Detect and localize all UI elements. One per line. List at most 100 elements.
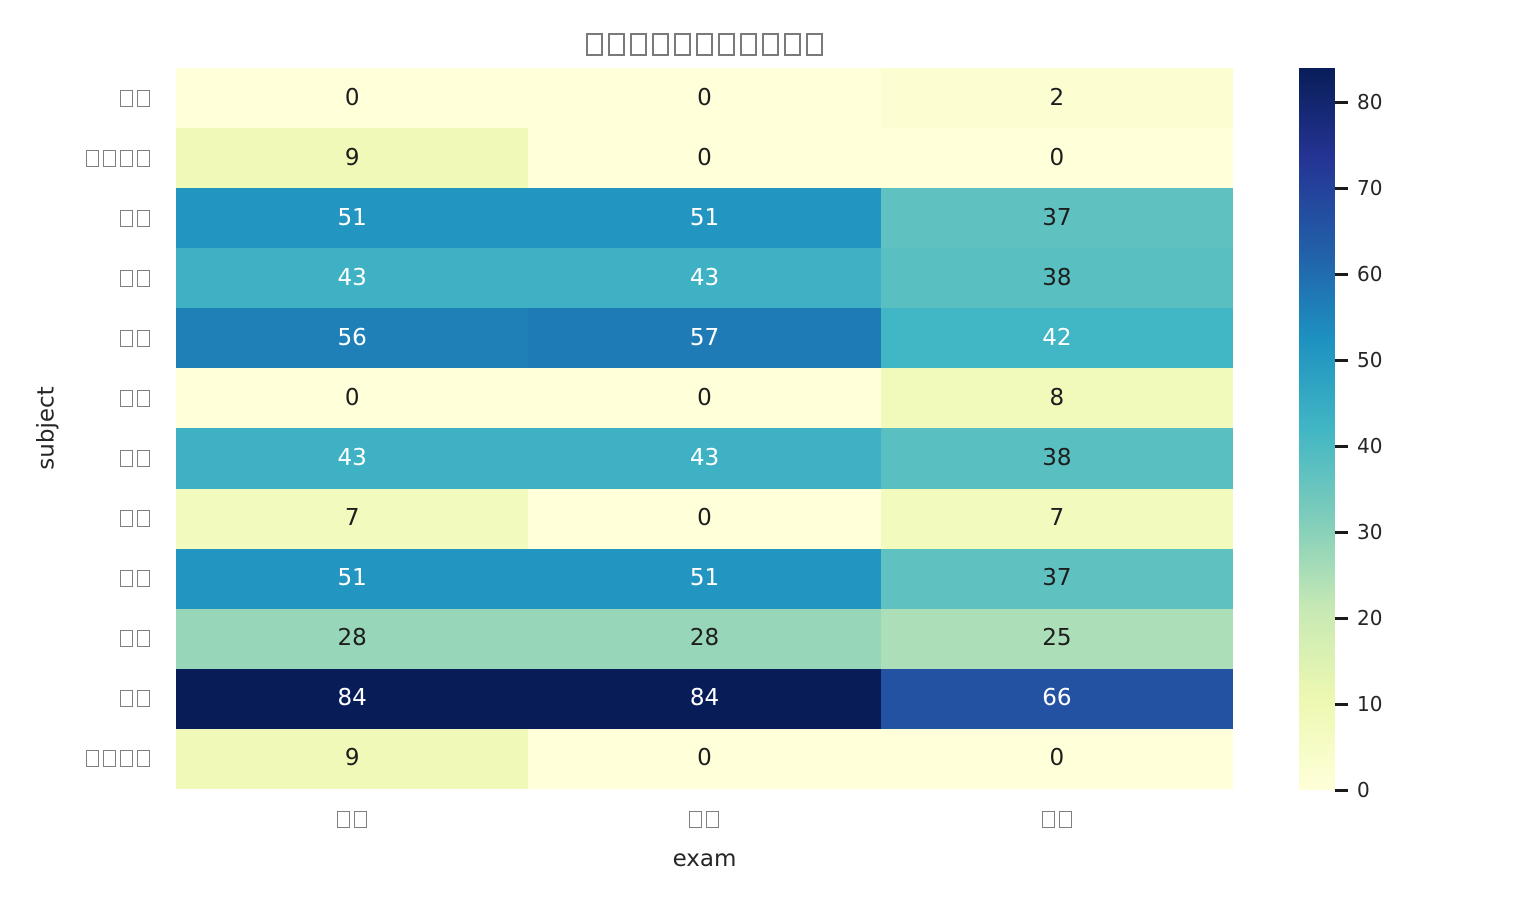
missing-glyph-box	[630, 32, 647, 56]
missing-glyph-box	[740, 32, 757, 56]
y-axis-title-wrap: subject	[14, 358, 80, 498]
y-tick-label	[0, 308, 160, 368]
missing-glyph-box	[137, 750, 150, 768]
y-tick-label	[0, 549, 160, 609]
missing-glyph-box	[120, 630, 133, 648]
missing-glyph-box	[608, 32, 625, 56]
colorbar-tick-mark	[1335, 616, 1348, 620]
y-axis-tick-labels	[0, 68, 160, 789]
missing-glyph-box	[354, 810, 368, 828]
missing-glyph-box	[1058, 810, 1072, 828]
heatmap-cell: 9	[176, 128, 529, 189]
heatmap-cell: 28	[528, 608, 881, 669]
y-tick-label	[0, 428, 160, 488]
colorbar-tick-mark	[1335, 444, 1348, 448]
colorbar-tick-mark	[1335, 702, 1348, 706]
missing-glyph-box	[120, 450, 133, 467]
colorbar-tick: 50	[1335, 350, 1382, 370]
heatmap-cell: 25	[880, 608, 1233, 669]
missing-glyph-box	[120, 329, 133, 347]
heatmap-cell: 37	[880, 548, 1233, 609]
x-axis-tick-labels	[176, 806, 1233, 832]
missing-glyph-box	[120, 690, 133, 708]
colorbar-tick: 60	[1335, 264, 1382, 284]
colorbar-tick: 20	[1335, 608, 1382, 628]
y-tick-label	[0, 128, 160, 188]
heatmap-cell: 51	[528, 188, 881, 249]
heatmap-cell: 7	[880, 488, 1233, 549]
y-tick-label	[0, 489, 160, 549]
missing-glyph-box	[806, 32, 823, 56]
missing-glyph-box	[120, 510, 133, 528]
missing-glyph-box	[86, 149, 99, 167]
missing-glyph-box	[137, 450, 150, 467]
missing-glyph-box	[120, 89, 133, 107]
colorbar-ticks: 0 10 20 30 40 50 60 70 80	[1335, 68, 1465, 800]
colorbar-tick-value: 80	[1357, 90, 1383, 115]
heatmap-cell: 2	[880, 68, 1233, 129]
missing-glyph-box	[137, 89, 150, 107]
missing-glyph-box	[337, 810, 351, 828]
x-axis-title: exam	[672, 846, 737, 872]
heatmap-cell: 0	[176, 68, 529, 129]
colorbar-tick-value: 40	[1357, 434, 1383, 459]
colorbar-tick-mark	[1335, 788, 1348, 792]
y-tick-label	[0, 248, 160, 308]
x-tick-label	[881, 806, 1233, 832]
colorbar-tick-mark	[1335, 272, 1348, 276]
heatmap-cell: 57	[528, 308, 881, 369]
missing-glyph-box	[784, 32, 801, 56]
heatmap-cell: 84	[176, 668, 529, 729]
heatmap-cell: 28	[176, 608, 529, 669]
colorbar-tick-value: 10	[1357, 692, 1383, 717]
heatmap-cell: 66	[880, 668, 1233, 729]
heatmap-cell: 0	[880, 728, 1233, 789]
heatmap-cell: 0	[880, 128, 1233, 189]
missing-glyph-box	[706, 810, 720, 828]
y-tick-label	[0, 188, 160, 248]
colorbar-tick-value: 70	[1357, 176, 1383, 201]
y-tick-label	[0, 609, 160, 669]
heatmap-cell: 43	[528, 248, 881, 309]
missing-glyph-box	[103, 149, 116, 167]
heatmap-cell: 0	[528, 128, 881, 189]
colorbar-tick-value: 60	[1357, 262, 1383, 287]
heatmap-cell: 37	[880, 188, 1233, 249]
y-axis-title: subject	[34, 386, 60, 470]
missing-glyph-box	[137, 510, 150, 528]
colorbar-tick: 30	[1335, 522, 1382, 542]
colorbar-tick: 70	[1335, 178, 1382, 198]
colorbar-tick-value: 50	[1357, 348, 1383, 373]
heatmap-cell: 9	[176, 728, 529, 789]
colorbar-tick-mark	[1335, 358, 1348, 362]
heatmap-cell: 0	[528, 368, 881, 429]
missing-glyph-box	[120, 570, 133, 588]
heatmap-cell: 38	[880, 428, 1233, 489]
heatmap-cell: 0	[528, 68, 881, 129]
heatmap-cell: 0	[528, 488, 881, 549]
colorbar-tick: 10	[1335, 694, 1382, 714]
heatmap-cell: 56	[176, 308, 529, 369]
colorbar-tick-mark	[1335, 530, 1348, 534]
x-tick-label	[528, 806, 880, 832]
colorbar-gradient	[1299, 68, 1335, 790]
heatmap-cell: 84	[528, 668, 881, 729]
colorbar-tick: 0	[1335, 780, 1370, 800]
missing-glyph-box	[86, 750, 99, 768]
y-tick-label	[0, 669, 160, 729]
missing-glyph-box	[137, 570, 150, 588]
colorbar-tick-value: 30	[1357, 520, 1383, 545]
heatmap-cell: 51	[176, 188, 529, 249]
heatmap-cell: 43	[176, 428, 529, 489]
colorbar-tick-mark	[1335, 100, 1348, 104]
y-tick-label	[0, 368, 160, 428]
missing-glyph-box	[120, 209, 133, 227]
y-tick-label	[0, 729, 160, 789]
missing-glyph-box	[137, 690, 150, 708]
colorbar-tick: 80	[1335, 92, 1382, 112]
missing-glyph-box	[137, 630, 150, 648]
heatmap-cell: 42	[880, 308, 1233, 369]
missing-glyph-box	[137, 149, 150, 167]
colorbar-tick: 40	[1335, 436, 1382, 456]
